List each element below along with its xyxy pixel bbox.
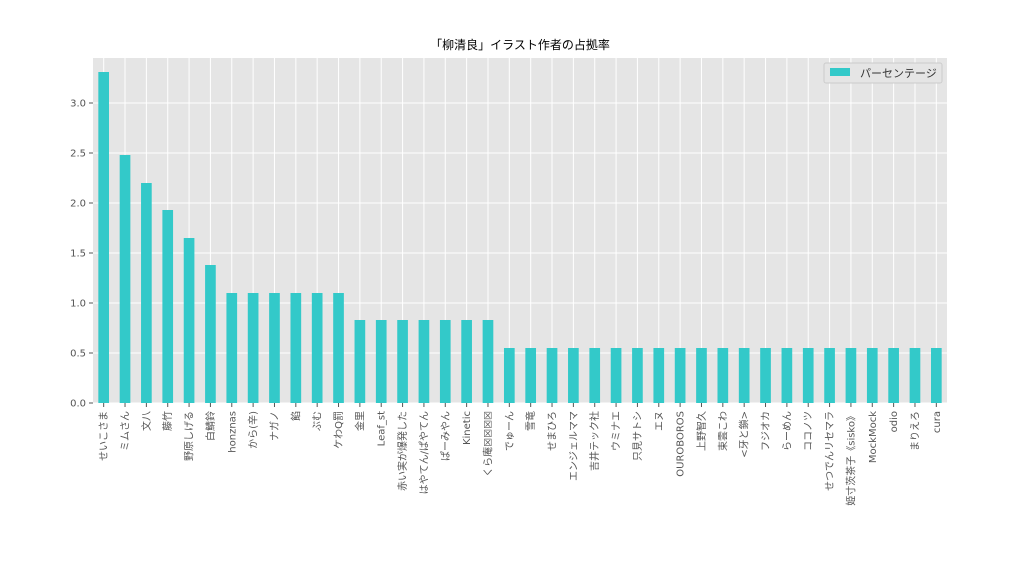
- x-tick-label: 野原しげる: [184, 411, 196, 461]
- bar: [482, 320, 494, 403]
- x-tick-label: 只見サトシ: [632, 411, 644, 461]
- bar: [653, 348, 665, 403]
- x-tick-label: エヌ: [654, 411, 665, 431]
- y-tick-label: 2.5: [70, 149, 86, 160]
- bar: [98, 72, 110, 403]
- x-tick-label: 餡: [289, 411, 302, 421]
- bar: [119, 155, 131, 403]
- x-tick-label: 藤竹: [161, 411, 174, 431]
- bar: [845, 348, 857, 403]
- bar: [930, 348, 942, 403]
- bar: [397, 320, 408, 403]
- x-tick-label: 白鯖鈴: [204, 411, 217, 441]
- x-tick-label: MockMock: [868, 411, 879, 463]
- x-tick-label: ナガノ: [269, 411, 281, 441]
- x-tick-label: せまひろ: [547, 411, 559, 451]
- x-tick-label: ケわQ罰: [333, 411, 345, 449]
- bar: [589, 348, 601, 403]
- bar: [418, 320, 430, 403]
- x-tick-label: 金里: [353, 411, 366, 431]
- y-tick-label: 1.0: [70, 299, 86, 310]
- x-tick-label: から(辛): [247, 411, 260, 449]
- bar: [503, 348, 515, 403]
- bar: [183, 238, 195, 403]
- x-tick-label: らーめん: [781, 411, 793, 451]
- x-tick-label: くら庵☒☒☒☒: [481, 411, 494, 477]
- x-axis-ticks: せいこさま ミムさん 文八 藤竹 野原しげる 白鯖鈴 honznas から(辛) ナガノ餡ぶむケ…: [98, 403, 943, 506]
- bar: [141, 183, 152, 403]
- y-tick-label: 1.5: [70, 249, 86, 260]
- x-tick-label: ウミナエ: [611, 411, 623, 451]
- bar: [205, 265, 216, 403]
- x-tick-label: Leaf_st: [377, 411, 388, 446]
- legend-swatch: [830, 68, 850, 76]
- legend: パーセンテージ: [823, 62, 943, 84]
- x-tick-label: まりえろ: [909, 411, 921, 451]
- bar: [781, 348, 793, 403]
- bar: [760, 348, 771, 403]
- bar: [632, 348, 643, 403]
- y-tick-label: 0.5: [70, 349, 86, 360]
- bar: [269, 293, 280, 403]
- x-tick-label: せつでんリセマラ: [824, 411, 836, 491]
- x-tick-label: ミムさん: [120, 411, 132, 451]
- bar: [717, 348, 729, 403]
- bar: [546, 348, 558, 403]
- x-tick-label: 雪竜: [524, 411, 537, 431]
- legend-box: [823, 62, 943, 84]
- x-tick-label: ぱーみやん: [440, 411, 452, 461]
- bar: [696, 348, 707, 403]
- bar: [290, 293, 302, 403]
- x-tick-label: honznas: [227, 411, 238, 453]
- bar: [610, 348, 622, 403]
- x-tick-label: 文八: [140, 411, 153, 431]
- x-tick-label: ココノツ: [804, 411, 815, 451]
- y-tick-label: 0.0: [70, 399, 86, 410]
- bar: [354, 320, 366, 403]
- bars: [98, 72, 942, 403]
- y-axis-ticks: 0.0 0.5 1.0 1.5 2.0 2.5 3.0: [70, 99, 93, 410]
- x-tick-label: odio: [889, 411, 900, 432]
- bar: [568, 348, 579, 403]
- bar: [333, 293, 344, 403]
- x-tick-label: 吉井テック社: [588, 411, 601, 471]
- bar: [888, 348, 899, 403]
- bar: [866, 348, 878, 403]
- x-tick-label: 上野智久: [695, 411, 708, 451]
- bar: [461, 320, 472, 403]
- x-tick-label: フジオカ: [760, 411, 772, 451]
- bar: [247, 293, 259, 403]
- y-tick-label: 2.0: [70, 199, 86, 210]
- bar: [909, 348, 921, 403]
- x-tick-label: cura: [932, 411, 943, 433]
- bar: [824, 348, 835, 403]
- bar: [162, 210, 174, 403]
- x-tick-label: せいこさま: [98, 411, 110, 461]
- x-tick-label: はやてん/ぱやてん: [418, 411, 430, 494]
- x-tick-label: 赤い実が爆発した: [396, 411, 409, 491]
- x-tick-label: 束雲こわ: [717, 411, 729, 451]
- bar: [439, 320, 451, 403]
- bar: [375, 320, 387, 403]
- bar: [226, 293, 238, 403]
- bar: [674, 348, 686, 403]
- x-tick-label: OUROBOROS: [676, 411, 687, 477]
- x-tick-label: Kinetic: [462, 411, 473, 445]
- bar: [738, 348, 750, 403]
- x-tick-label: エンジェルママ: [569, 411, 580, 481]
- x-tick-label: 姫寸茨茶子《sisko》: [844, 411, 857, 506]
- legend-label: パーセンテージ: [860, 67, 937, 80]
- y-tick-label: 3.0: [70, 99, 86, 110]
- bar: [525, 348, 537, 403]
- x-tick-label: でゅーん: [504, 411, 516, 451]
- plot-area: [93, 58, 947, 403]
- bar: [311, 293, 323, 403]
- x-tick-label: <牙と鎖>: [738, 411, 751, 458]
- x-tick-label: ぶむ: [312, 411, 324, 431]
- bar: [802, 348, 814, 403]
- chart-title: 「柳清良」イラスト作者の占拠率: [430, 37, 610, 52]
